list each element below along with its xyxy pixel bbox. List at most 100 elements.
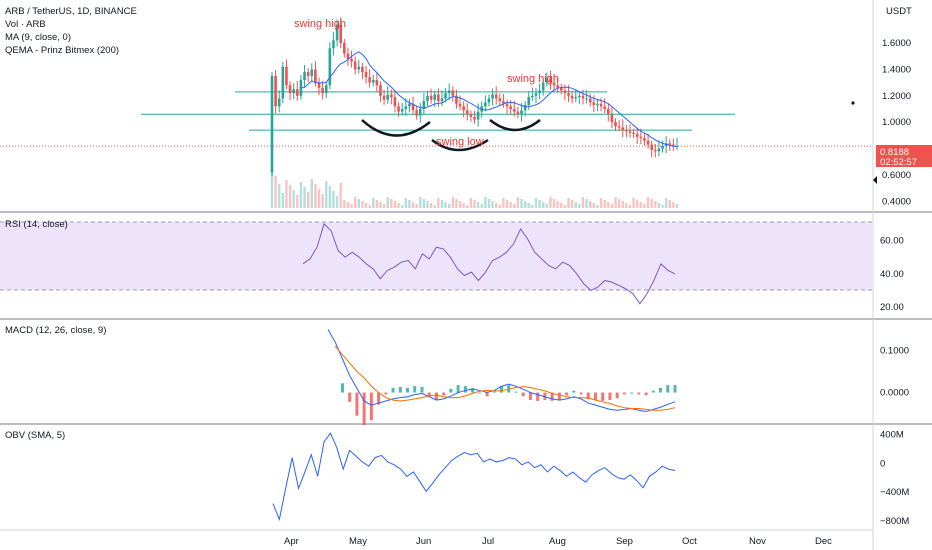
macd-histogram-bar: [377, 392, 381, 405]
candle-body: [650, 144, 653, 150]
ma-line: [300, 51, 678, 148]
volume-bar: [325, 181, 328, 208]
candle-body: [610, 114, 614, 123]
volume-bar: [364, 203, 368, 208]
chart-title: ARB / TetherUS, 1D, BINANCE: [5, 6, 137, 17]
macd-histogram-bar: [355, 392, 359, 416]
candle-body: [285, 66, 288, 86]
candle-body: [606, 109, 610, 115]
macd-histogram-bar: [406, 387, 410, 393]
macd-histogram-bar: [348, 392, 352, 402]
candle-body: [585, 98, 588, 100]
macd-histogram-bar: [340, 383, 344, 393]
volume-bar: [411, 202, 415, 208]
volume-bar: [560, 203, 563, 208]
candle-body: [476, 111, 480, 120]
volume-bar: [400, 205, 404, 208]
macd-histogram-bar: [471, 387, 475, 393]
volume-bar: [484, 197, 487, 208]
candle-body: [531, 95, 534, 98]
volume-bar: [429, 203, 433, 208]
ma-polyline: [300, 51, 678, 148]
currency-label[interactable]: USDT: [886, 6, 912, 17]
rsi-axis-tick: 20.00: [880, 302, 904, 313]
macd-histogram-bar: [391, 387, 395, 393]
volume-bar: [447, 204, 451, 208]
candle-body: [563, 90, 567, 94]
obv-title[interactable]: OBV (SMA, 5): [5, 430, 65, 441]
candle-body: [437, 94, 440, 102]
volume-bar: [372, 198, 375, 208]
price-axis-tick: 1.2000: [882, 91, 911, 102]
candles: [270, 17, 679, 177]
candle-body: [541, 82, 545, 91]
volume-bar: [668, 200, 671, 208]
macd-histogram-bar: [644, 392, 648, 396]
macd-title[interactable]: MACD (12, 26, close, 9): [5, 325, 106, 336]
macd-histogram-bar: [557, 392, 561, 400]
macd-histogram-bar: [565, 392, 569, 396]
volume-bar: [335, 196, 339, 208]
volume-bar: [274, 176, 277, 208]
rsi-title[interactable]: RSI (14, close): [5, 219, 68, 230]
candle-body: [574, 97, 578, 99]
candle-body: [523, 105, 527, 111]
candle-body: [672, 144, 675, 146]
volume-bar: [404, 198, 407, 208]
candle-body: [632, 132, 635, 135]
volume-bar: [556, 201, 559, 208]
obv-line: [272, 432, 676, 522]
macd-histogram-bar: [572, 390, 576, 393]
macd-histogram-bar: [492, 391, 496, 393]
candle-body: [353, 61, 357, 70]
candle-body: [465, 110, 469, 115]
macd-histogram-bar: [521, 392, 525, 397]
obv-axis-tick: −400M: [880, 487, 909, 498]
candle-body: [411, 103, 415, 111]
volume-bar: [306, 192, 310, 208]
volume-bar: [426, 201, 429, 208]
candle-body: [324, 85, 328, 94]
candle-body: [429, 95, 433, 100]
volume-bar: [350, 204, 353, 208]
volume-bar: [650, 199, 653, 208]
macd-histogram-bar: [651, 390, 655, 393]
candle-body: [451, 90, 455, 96]
macd-histogram-bar: [579, 392, 583, 395]
candle-body: [657, 148, 661, 152]
candle-body: [628, 131, 632, 133]
candle-body: [617, 126, 621, 128]
candle-body: [596, 103, 599, 106]
time-axis-tick: Apr: [284, 536, 299, 547]
volume-bars: [270, 168, 679, 208]
candle-body: [578, 95, 581, 98]
candle-body: [549, 78, 552, 83]
indicator-vol[interactable]: Vol · ARB: [5, 19, 46, 30]
candle-body: [418, 109, 422, 116]
candle-body: [455, 95, 458, 104]
volume-bar: [455, 199, 458, 208]
swing-high-label-1: swing high: [294, 18, 346, 30]
indicator-qema[interactable]: QEMA - Prinz Bitmex (200): [5, 45, 119, 56]
obv-axis-tick: −800M: [880, 516, 909, 527]
macd-histogram-bar: [615, 392, 619, 399]
volume-bar: [390, 199, 393, 208]
volume-bar: [542, 202, 545, 208]
volume-bar: [466, 205, 469, 208]
volume-bar: [614, 197, 617, 208]
candle-body: [473, 116, 476, 120]
macd-histogram-bar: [673, 385, 677, 393]
macd-histogram-bar: [637, 392, 641, 395]
macd-histogram-bar: [601, 392, 605, 401]
candle-body: [570, 95, 574, 99]
candle-body: [462, 106, 465, 111]
volume-bar: [502, 198, 505, 208]
volume-bar: [487, 199, 491, 208]
volume-bar: [505, 200, 509, 208]
volume-bar: [415, 204, 418, 208]
indicator-ma[interactable]: MA (9, close, 0): [5, 32, 71, 43]
volume-bar: [382, 204, 386, 208]
obv-axis-tick: 400M: [880, 430, 904, 441]
